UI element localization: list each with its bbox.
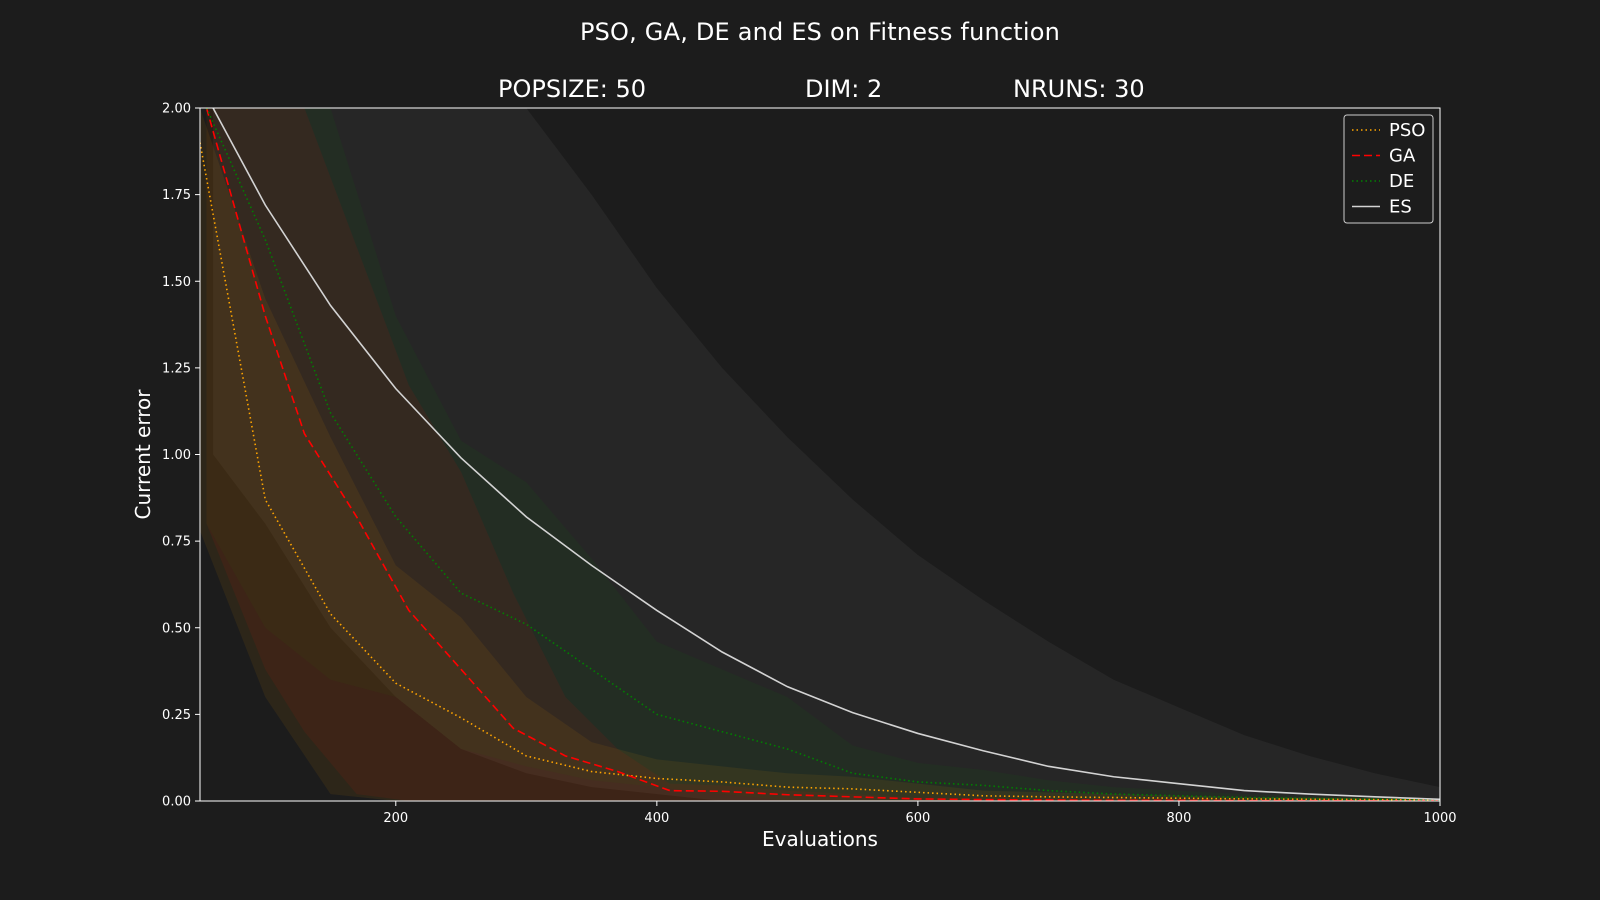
y-tick-label: 0.25 (162, 708, 191, 723)
y-tick-label: 0.75 (162, 535, 191, 550)
y-tick-label: 1.75 (162, 188, 191, 203)
legend-label-pso: PSO (1389, 120, 1425, 141)
y-tick-label: 1.25 (162, 361, 191, 376)
x-tick-label: 600 (905, 811, 930, 826)
legend-label-es: ES (1389, 197, 1412, 218)
y-tick-label: 1.50 (162, 275, 191, 290)
x-tick-label: 800 (1167, 811, 1192, 826)
x-tick-label: 400 (644, 811, 669, 826)
es-line (212, 108, 1440, 801)
nruns-label: NRUNS: 30 (1013, 75, 1145, 103)
x-tick-label: 1000 (1423, 811, 1456, 826)
legend-label-ga: GA (1389, 146, 1416, 167)
y-axis-label: Current error (131, 389, 155, 520)
x-axis: 200 400 600 800 1000 (383, 801, 1457, 826)
pso-line (200, 142, 1440, 801)
x-axis-label: Evaluations (762, 827, 878, 851)
legend: PSO GA DE ES (1343, 114, 1434, 224)
legend-box (1343, 114, 1434, 224)
de-band (206, 108, 1440, 801)
y-tick-label: 1.00 (162, 448, 191, 463)
chart-title: PSO, GA, DE and ES on Fitness function (579, 18, 1061, 46)
y-tick-label: 0.50 (162, 621, 191, 636)
x-tick-label: 200 (383, 811, 408, 826)
ga-band (206, 108, 1440, 801)
popsize-label: POPSIZE: 50 (498, 75, 647, 103)
es-band (213, 108, 1440, 801)
confidence-bands (200, 108, 1440, 801)
series-lines (200, 108, 1440, 801)
pso-band (200, 108, 1440, 801)
dim-label: DIM: 2 (805, 75, 883, 103)
y-axis: 0.00 0.25 0.50 0.75 1.00 1.25 1.50 1.75 2.00 (162, 102, 200, 810)
y-tick-label: 0.00 (162, 795, 191, 810)
legend-label-de: DE (1389, 171, 1414, 192)
y-tick-label: 2.00 (162, 102, 191, 117)
de-line (205, 108, 1440, 801)
